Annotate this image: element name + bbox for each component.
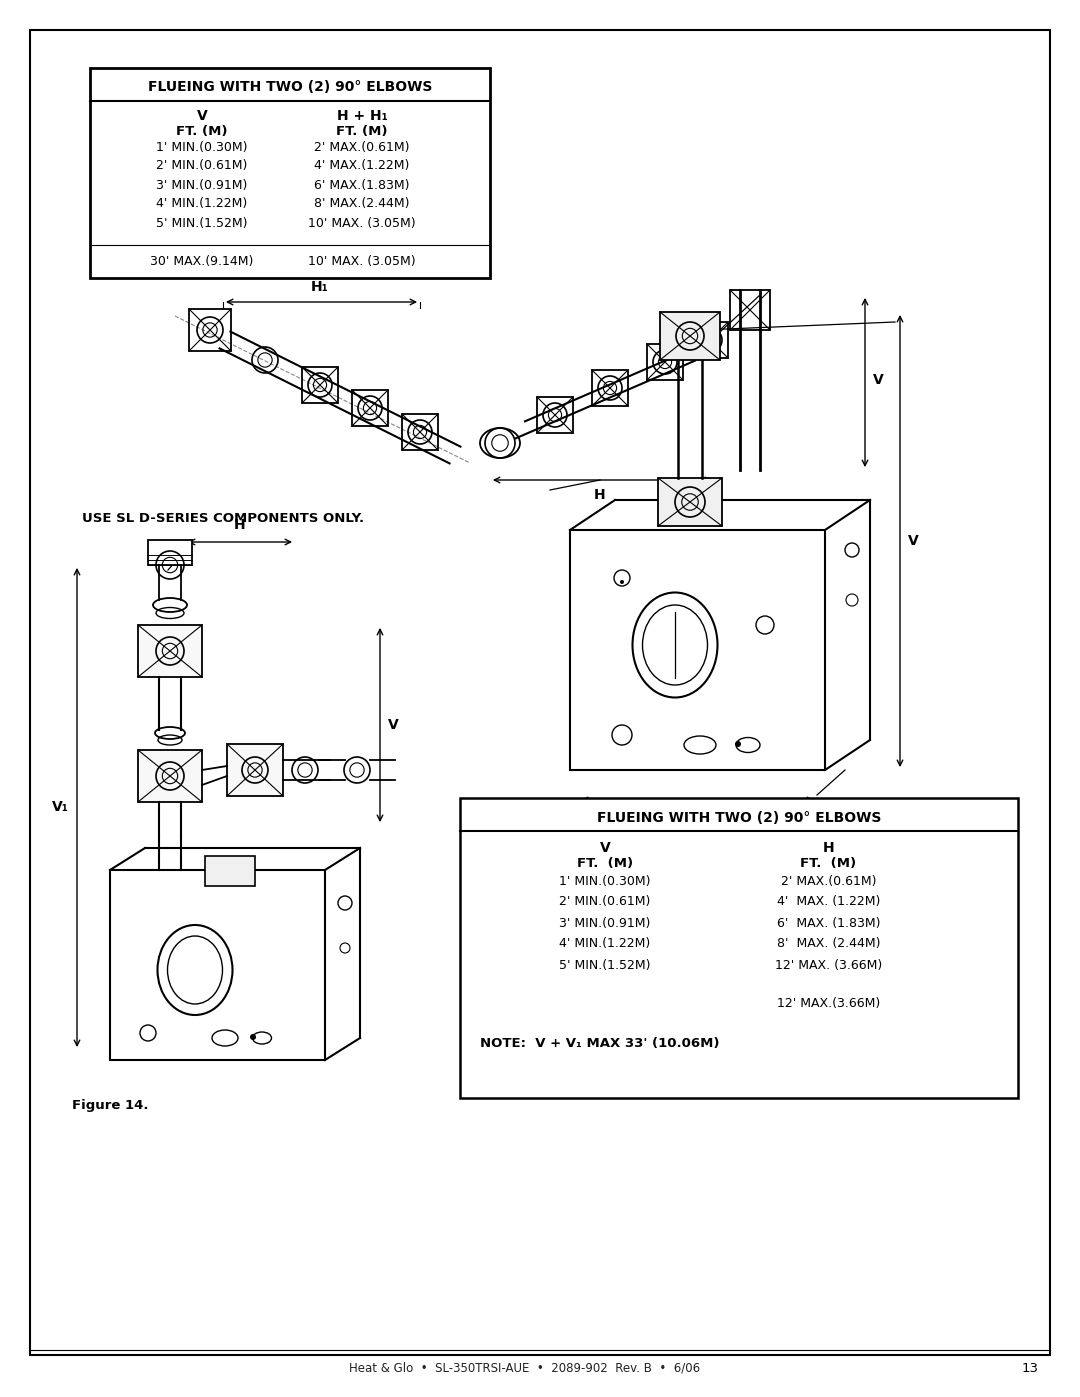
Text: 10' MAX. (3.05M): 10' MAX. (3.05M)	[308, 217, 416, 229]
Text: 1' MIN.(0.30M): 1' MIN.(0.30M)	[157, 141, 247, 154]
Bar	[570, 529, 825, 770]
Text: FT. (M): FT. (M)	[176, 124, 228, 137]
Bar	[227, 745, 283, 796]
Text: 1' MIN.(0.30M): 1' MIN.(0.30M)	[559, 875, 651, 887]
Circle shape	[249, 1034, 256, 1039]
Text: H: H	[234, 518, 246, 532]
Bar	[460, 798, 1018, 1098]
Bar	[110, 870, 325, 1060]
Text: 8' MAX.(2.44M): 8' MAX.(2.44M)	[314, 197, 409, 211]
Text: 2' MAX.(0.61M): 2' MAX.(0.61M)	[314, 141, 409, 154]
Bar	[658, 478, 723, 527]
Bar	[205, 856, 255, 886]
Text: FLUEING WITH TWO (2) 90° ELBOWS: FLUEING WITH TWO (2) 90° ELBOWS	[148, 80, 432, 94]
Text: 10' MAX. (3.05M): 10' MAX. (3.05M)	[308, 254, 416, 267]
Text: H: H	[594, 488, 606, 502]
Bar	[138, 750, 202, 802]
Text: USE SL D-SERIES COMPONENTS ONLY.: USE SL D-SERIES COMPONENTS ONLY.	[82, 511, 364, 524]
Text: 5' MIN.(1.52M): 5' MIN.(1.52M)	[157, 217, 247, 229]
Text: 6'  MAX. (1.83M): 6' MAX. (1.83M)	[777, 916, 880, 929]
Text: 8'  MAX. (2.44M): 8' MAX. (2.44M)	[777, 937, 880, 950]
Text: FT.  (M): FT. (M)	[800, 858, 856, 870]
Text: 4'  MAX. (1.22M): 4' MAX. (1.22M)	[777, 895, 880, 908]
Text: 12' MAX.(3.66M): 12' MAX.(3.66M)	[777, 997, 880, 1010]
Text: V: V	[197, 109, 207, 123]
Text: FLUEING WITH TWO (2) 90° ELBOWS: FLUEING WITH TWO (2) 90° ELBOWS	[597, 812, 881, 826]
Text: 5' MIN.(1.52M): 5' MIN.(1.52M)	[559, 958, 651, 971]
Bar	[660, 312, 720, 360]
Text: 2' MAX.(0.61M): 2' MAX.(0.61M)	[781, 875, 876, 887]
Text: FT. (M): FT. (M)	[336, 124, 388, 137]
Text: NOTE:  V + V₁ MAX 33' (10.06M): NOTE: V + V₁ MAX 33' (10.06M)	[480, 1038, 719, 1051]
Text: V: V	[388, 718, 399, 732]
Bar	[148, 541, 192, 564]
Text: V: V	[599, 841, 610, 855]
Text: Figure 14.: Figure 14.	[72, 1098, 149, 1112]
Text: 6' MAX.(1.83M): 6' MAX.(1.83M)	[314, 179, 409, 191]
Text: 3' MIN.(0.91M): 3' MIN.(0.91M)	[157, 179, 247, 191]
Text: H + H₁: H + H₁	[337, 109, 388, 123]
Bar	[90, 68, 490, 278]
Text: V₁: V₁	[52, 800, 69, 814]
Text: V: V	[908, 534, 919, 548]
Bar	[138, 624, 202, 678]
Text: 3' MIN.(0.91M): 3' MIN.(0.91M)	[559, 916, 651, 929]
Text: 2' MIN.(0.61M): 2' MIN.(0.61M)	[157, 159, 247, 172]
Text: 4' MIN.(1.22M): 4' MIN.(1.22M)	[559, 937, 651, 950]
Text: Heat & Glo  •  SL-350TRSI-AUE  •  2089-902  Rev. B  •  6/06: Heat & Glo • SL-350TRSI-AUE • 2089-902 R…	[350, 1362, 701, 1375]
Text: V: V	[873, 373, 883, 387]
Text: H: H	[691, 810, 703, 824]
Text: 13: 13	[1022, 1362, 1039, 1375]
Text: 4' MAX.(1.22M): 4' MAX.(1.22M)	[314, 159, 409, 172]
Text: 4' MIN.(1.22M): 4' MIN.(1.22M)	[157, 197, 247, 211]
Circle shape	[735, 740, 741, 747]
Text: 12' MAX. (3.66M): 12' MAX. (3.66M)	[774, 958, 882, 971]
Text: 30' MAX.(9.14M): 30' MAX.(9.14M)	[150, 254, 254, 267]
Circle shape	[620, 580, 624, 584]
Text: 2' MIN.(0.61M): 2' MIN.(0.61M)	[559, 895, 651, 908]
Text: H: H	[823, 841, 834, 855]
Text: FT.  (M): FT. (M)	[577, 858, 633, 870]
Text: H₁: H₁	[311, 279, 329, 293]
